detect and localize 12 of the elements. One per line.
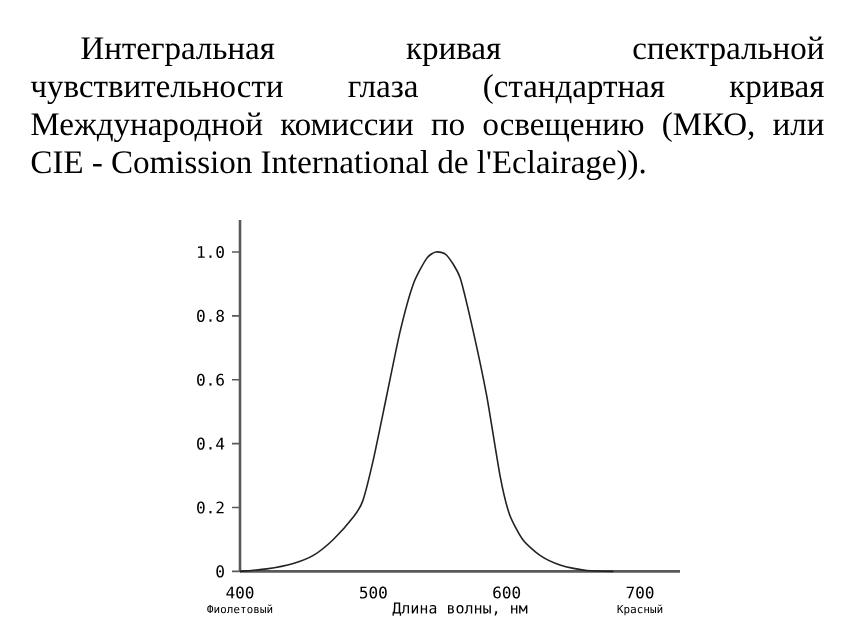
x-tick-label: 500 xyxy=(360,586,387,599)
x-tick-label: 700 xyxy=(626,586,654,599)
chart-title: Интегральная кривая спектральной чувствительности глаза (стандартная кривая Международной комиссии по освещению (МКО, или CIE - Comission International de l'Eclairage)). xyxy=(30,36,824,181)
y-tick-label: 0.2 xyxy=(197,501,224,514)
x-tick-label: 600 xyxy=(493,586,521,599)
y-tick-label: 1.0 xyxy=(198,245,224,259)
y-tick-label: 0 xyxy=(216,565,224,578)
y-tick-label: 0.8 xyxy=(197,309,224,322)
x-tick-label: 400 xyxy=(226,586,254,599)
y-tick-label: 0.6 xyxy=(197,373,224,386)
line-series xyxy=(239,251,615,573)
y-tick-label: 0.4 xyxy=(197,437,225,450)
